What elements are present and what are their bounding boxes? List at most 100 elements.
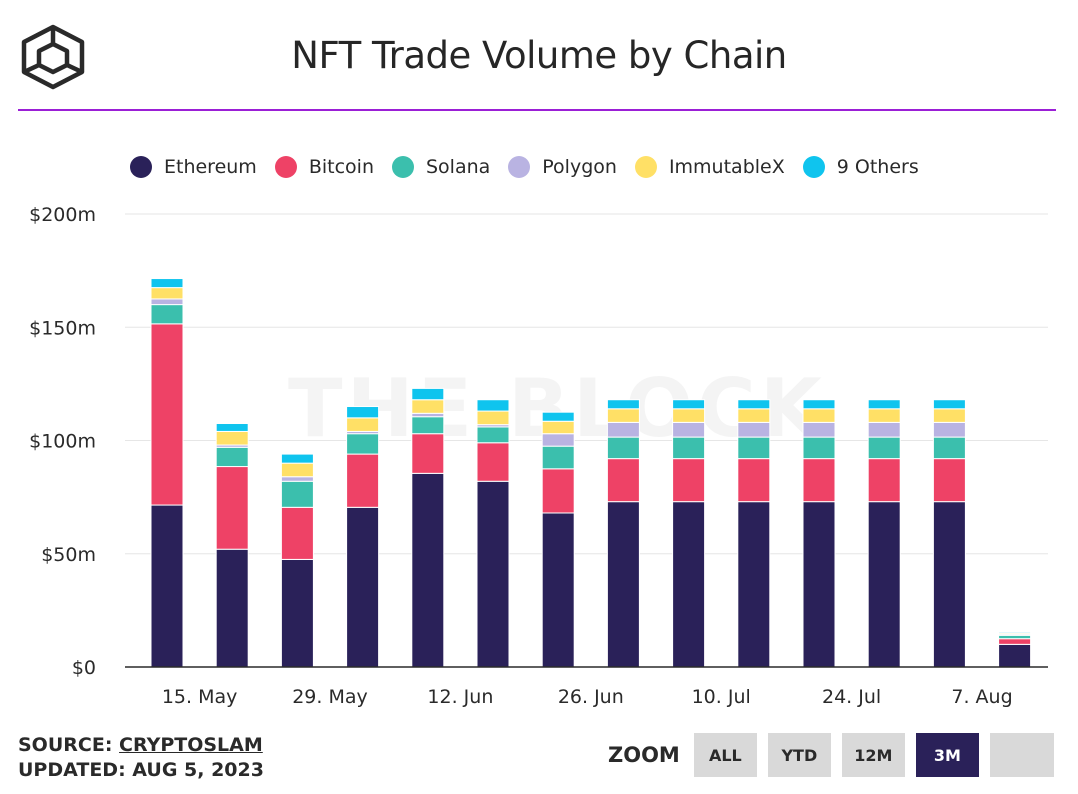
bar-ethereum[interactable] — [541, 512, 575, 668]
bar-solana[interactable] — [411, 416, 445, 435]
legend-dot — [274, 156, 297, 178]
bar-9-others[interactable] — [541, 411, 575, 422]
bar-solana[interactable] — [737, 436, 771, 460]
bar-bitcoin[interactable] — [150, 323, 184, 506]
y-tick-label: $50m — [41, 544, 96, 566]
bar-ethereum[interactable] — [476, 480, 510, 668]
bar-solana[interactable] — [150, 304, 184, 325]
legend-item-ethereum[interactable]: Ethereum — [130, 156, 257, 178]
bar-solana[interactable] — [541, 445, 575, 470]
bar-ethereum[interactable] — [802, 501, 836, 668]
bar-solana[interactable] — [867, 436, 901, 460]
bar-solana[interactable] — [606, 436, 640, 460]
bar-ethereum[interactable] — [867, 501, 901, 668]
bar-immutablex[interactable] — [802, 408, 836, 423]
bar-9-others[interactable] — [998, 631, 1032, 634]
bar-immutablex[interactable] — [150, 287, 184, 300]
bar-ethereum[interactable] — [411, 472, 445, 668]
bar-solana[interactable] — [346, 433, 380, 455]
legend-label: Solana — [425, 156, 491, 178]
x-tick-label: 12. Jun — [427, 686, 493, 708]
source-link[interactable]: CRYPTOSLAM — [119, 734, 263, 756]
bar-bitcoin[interactable] — [932, 458, 966, 503]
bar-immutablex[interactable] — [476, 410, 510, 426]
bar-polygon[interactable] — [150, 298, 184, 306]
bar-9-others[interactable] — [476, 399, 510, 412]
bar-immutablex[interactable] — [215, 430, 249, 446]
bar-polygon[interactable] — [932, 421, 966, 438]
legend-item-solana[interactable]: Solana — [391, 156, 491, 178]
bar-immutablex[interactable] — [541, 420, 575, 435]
bar-immutablex[interactable] — [280, 462, 314, 478]
bar-bitcoin[interactable] — [476, 442, 510, 482]
bar-immutablex[interactable] — [672, 408, 706, 423]
bar-bitcoin[interactable] — [998, 638, 1032, 645]
bar-polygon[interactable] — [802, 421, 836, 438]
legend-item-9-others[interactable]: 9 Others — [802, 156, 919, 178]
legend-item-immutablex[interactable]: ImmutableX — [634, 156, 785, 178]
zoom-button-all[interactable]: ALL — [693, 733, 757, 777]
bar-ethereum[interactable] — [737, 501, 771, 668]
bar-solana[interactable] — [672, 436, 706, 460]
bar-bitcoin[interactable] — [280, 506, 314, 560]
bar-polygon[interactable] — [541, 433, 575, 447]
bar-immutablex[interactable] — [737, 408, 771, 423]
bar-bitcoin[interactable] — [737, 458, 771, 503]
bar-ethereum[interactable] — [998, 643, 1032, 668]
bar-polygon[interactable] — [672, 421, 706, 438]
bar-solana[interactable] — [802, 436, 836, 460]
zoom-button-blank[interactable] — [989, 733, 1054, 777]
bar-ethereum[interactable] — [150, 504, 184, 668]
bar-polygon[interactable] — [280, 476, 314, 482]
legend-item-bitcoin[interactable]: Bitcoin — [274, 156, 374, 178]
bar-bitcoin[interactable] — [346, 453, 380, 508]
bar-9-others[interactable] — [672, 399, 706, 410]
bar-solana[interactable] — [932, 436, 966, 460]
updated-date: UPDATED: AUG 5, 2023 — [18, 759, 264, 781]
bar-bitcoin[interactable] — [672, 458, 706, 503]
bar-9-others[interactable] — [346, 406, 380, 419]
x-tick-label: 26. Jun — [558, 686, 624, 708]
bar-polygon[interactable] — [737, 421, 771, 438]
bar-ethereum[interactable] — [606, 501, 640, 668]
bar-immutablex[interactable] — [867, 408, 901, 423]
source-label: SOURCE: — [18, 734, 113, 756]
bar-bitcoin[interactable] — [802, 458, 836, 503]
bar-9-others[interactable] — [737, 399, 771, 410]
zoom-button-ytd[interactable]: YTD — [767, 733, 831, 777]
bar-9-others[interactable] — [606, 399, 640, 410]
bar-9-others[interactable] — [150, 278, 184, 289]
bar-bitcoin[interactable] — [606, 458, 640, 503]
zoom-button-3m[interactable]: 3M — [915, 733, 979, 777]
bar-ethereum[interactable] — [215, 548, 249, 668]
legend-item-polygon[interactable]: Polygon — [508, 156, 617, 178]
bar-9-others[interactable] — [867, 399, 901, 410]
bar-immutablex[interactable] — [346, 417, 380, 432]
bar-solana[interactable] — [280, 480, 314, 508]
bar-9-others[interactable] — [411, 387, 445, 401]
zoom-button-12m[interactable]: 12M — [841, 733, 905, 777]
bar-solana[interactable] — [998, 634, 1032, 640]
bar-9-others[interactable] — [802, 399, 836, 410]
bar-polygon[interactable] — [411, 412, 445, 418]
bar-immutablex[interactable] — [932, 408, 966, 423]
bar-bitcoin[interactable] — [541, 468, 575, 514]
bar-ethereum[interactable] — [932, 501, 966, 668]
source-block: SOURCE: CRYPTOSLAM UPDATED: AUG 5, 2023 — [18, 733, 264, 783]
bar-ethereum[interactable] — [280, 558, 314, 668]
bar-bitcoin[interactable] — [215, 466, 249, 550]
bar-bitcoin[interactable] — [411, 433, 445, 474]
bar-ethereum[interactable] — [672, 501, 706, 668]
bar-bitcoin[interactable] — [867, 458, 901, 503]
bar-immutablex[interactable] — [411, 399, 445, 414]
bar-polygon[interactable] — [867, 421, 901, 438]
bar-9-others[interactable] — [280, 453, 314, 464]
x-tick-label: 7. Aug — [951, 686, 1012, 708]
bar-ethereum[interactable] — [346, 506, 380, 668]
bar-9-others[interactable] — [215, 423, 249, 432]
bar-solana[interactable] — [476, 426, 510, 444]
bar-9-others[interactable] — [932, 399, 966, 410]
bar-polygon[interactable] — [606, 421, 640, 438]
bar-solana[interactable] — [215, 446, 249, 468]
bar-immutablex[interactable] — [606, 408, 640, 423]
